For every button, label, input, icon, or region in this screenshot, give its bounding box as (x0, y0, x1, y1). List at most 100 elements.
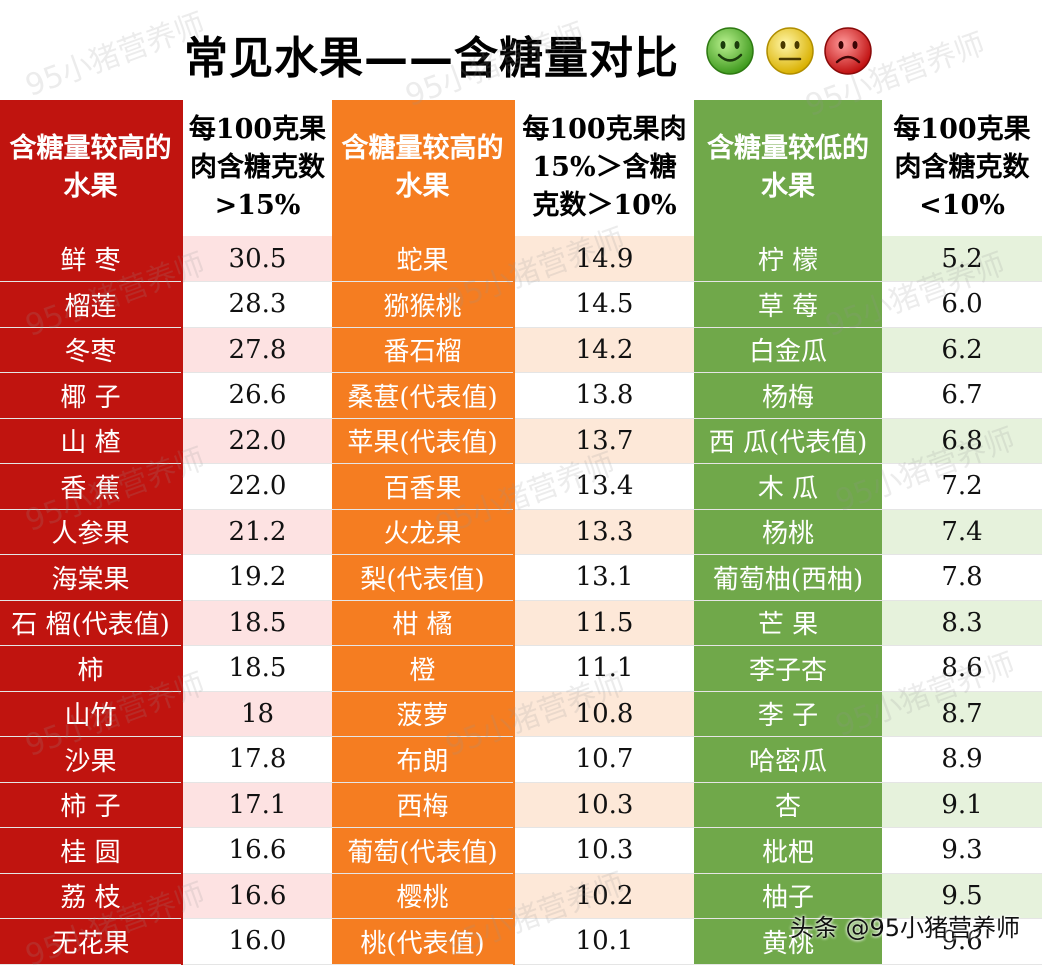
sugar-value-low: 6.7 (882, 372, 1042, 419)
sugar-value-high: 18.5 (181, 600, 332, 646)
fruit-name-mid: 蛇果 (332, 236, 514, 282)
sugar-value-low: 8.9 (882, 736, 1042, 783)
sugar-value-high: 26.6 (181, 372, 332, 419)
table-body: 鲜 枣 30.5 蛇果 14.9 柠 檬 5.2 榴莲 28.3 猕猴桃 14.5 草 莓 6.0 冬枣… (0, 236, 1042, 965)
table-row: 冬枣 27.8 番石榴 14.2 白金瓜 6.2 (0, 327, 1042, 373)
fruit-name-high: 海棠果 (0, 554, 182, 601)
fruit-name-low: 杨梅 (694, 372, 882, 419)
fruit-name-high: 冬枣 (0, 327, 182, 373)
sugar-value-high: 18 (181, 691, 332, 737)
fruit-name-high: 柿 子 (0, 782, 182, 828)
sugar-value-high: 27.8 (181, 327, 332, 373)
table-row: 石 榴(代表值) 18.5 柑 橘 11.5 芒 果 8.3 (0, 600, 1042, 646)
fruit-name-low: 白金瓜 (694, 327, 882, 373)
fruit-name-mid: 桑葚(代表值) (332, 372, 514, 419)
fruit-name-mid: 柑 橘 (332, 600, 514, 646)
fruit-name-high: 沙果 (0, 736, 182, 783)
table-row: 柿 子 17.1 西梅 10.3 杏 9.1 (0, 782, 1042, 828)
fruit-name-high: 无花果 (0, 918, 182, 965)
fruit-name-high: 榴莲 (0, 281, 182, 328)
table-row: 鲜 枣 30.5 蛇果 14.9 柠 檬 5.2 (0, 236, 1042, 282)
table-row: 荔 枝 16.6 樱桃 10.2 柚子 9.5 (0, 873, 1042, 919)
fruit-name-mid: 梨(代表值) (332, 554, 514, 601)
sugar-value-mid: 10.3 (513, 827, 694, 874)
header-mid-value: 每100克果肉15%＞含糖克数＞10% (513, 100, 694, 236)
sugar-value-low: 8.3 (882, 600, 1042, 646)
header-high-name: 含糖量较高的水果 (0, 100, 182, 236)
table-row: 香 蕉 22.0 百香果 13.4 木 瓜 7.2 (0, 463, 1042, 510)
table-row: 山 楂 22.0 苹果(代表值) 13.7 西 瓜(代表值) 6.8 (0, 418, 1042, 464)
fruit-name-mid: 樱桃 (332, 873, 514, 919)
sugar-value-low: 8.6 (882, 645, 1042, 692)
sugar-value-mid: 13.1 (513, 554, 694, 601)
fruit-name-high: 人参果 (0, 509, 182, 555)
sugar-value-high: 16.6 (181, 873, 332, 919)
fruit-name-high: 石 榴(代表值) (0, 600, 182, 646)
fruit-name-low: 杨桃 (694, 509, 882, 555)
smiley-sad-icon (823, 26, 873, 76)
table-row: 无花果 16.0 桃(代表值) 10.1 黄桃 9.6 (0, 918, 1042, 965)
footer-credit: 头条 @95小猪营养师 (789, 914, 1020, 942)
sugar-value-mid: 13.8 (513, 372, 694, 419)
header-high-value: 每100克果肉含糖克数>15% (181, 100, 332, 236)
sugar-value-low: 5.2 (882, 236, 1042, 282)
sugar-value-low: 6.2 (882, 327, 1042, 373)
fruit-name-mid: 橙 (332, 645, 514, 692)
fruit-name-high: 椰 子 (0, 372, 182, 419)
fruit-name-mid: 布朗 (332, 736, 514, 783)
sugar-value-high: 16.6 (181, 827, 332, 874)
table-row: 海棠果 19.2 梨(代表值) 13.1 葡萄柚(西柚) 7.8 (0, 554, 1042, 601)
table-row: 沙果 17.8 布朗 10.7 哈密瓜 8.9 (0, 736, 1042, 783)
fruit-name-high: 鲜 枣 (0, 236, 182, 282)
smiley-happy-icon (705, 26, 755, 76)
fruit-name-low: 枇杷 (694, 827, 882, 874)
fruit-name-high: 山 楂 (0, 418, 182, 464)
sugar-value-high: 28.3 (181, 281, 332, 328)
page-title: 常见水果——含糖量对比 (184, 33, 679, 84)
sugar-value-high: 21.2 (181, 509, 332, 555)
fruit-name-low: 葡萄柚(西柚) (694, 554, 882, 601)
fruit-name-mid: 西梅 (332, 782, 514, 828)
table-row: 人参果 21.2 火龙果 13.3 杨桃 7.4 (0, 509, 1042, 555)
sugar-value-mid: 11.5 (513, 600, 694, 646)
fruit-name-low: 杏 (694, 782, 882, 828)
fruit-name-high: 柿 (0, 645, 182, 692)
sugar-value-mid: 13.3 (513, 509, 694, 555)
smiley-neutral-icon (765, 26, 815, 76)
table-row: 桂 圆 16.6 葡萄(代表值) 10.3 枇杷 9.3 (0, 827, 1042, 874)
header-row: 含糖量较高的水果 每100克果肉含糖克数>15% 含糖量较高的水果 每100克果… (0, 100, 1042, 236)
sugar-value-mid: 13.7 (513, 418, 694, 464)
sugar-value-low: 9.3 (882, 827, 1042, 874)
sugar-value-low: 6.0 (882, 281, 1042, 328)
fruit-name-mid: 桃(代表值) (332, 918, 514, 965)
fruit-name-high: 山竹 (0, 691, 182, 737)
title-bar: 常见水果——含糖量对比 (0, 0, 1042, 100)
sugar-value-low: 7.2 (882, 463, 1042, 510)
sugar-value-low: 6.8 (882, 418, 1042, 464)
sugar-value-high: 19.2 (181, 554, 332, 601)
sugar-value-mid: 10.7 (513, 736, 694, 783)
fruit-name-mid: 葡萄(代表值) (332, 827, 514, 874)
fruit-name-low: 草 莓 (694, 281, 882, 328)
table-row: 山竹 18 菠萝 10.8 李 子 8.7 (0, 691, 1042, 737)
fruit-name-low: 李 子 (694, 691, 882, 737)
sugar-value-low: 9.5 (882, 873, 1042, 919)
sugar-value-high: 16.0 (181, 918, 332, 965)
fruit-name-high: 荔 枝 (0, 873, 182, 919)
fruit-name-mid: 火龙果 (332, 509, 514, 555)
fruit-name-high: 桂 圆 (0, 827, 182, 874)
sugar-value-low: 8.7 (882, 691, 1042, 737)
sugar-value-low: 7.8 (882, 554, 1042, 601)
sugar-value-high: 22.0 (181, 463, 332, 510)
sugar-value-mid: 13.4 (513, 463, 694, 510)
sugar-value-mid: 11.1 (513, 645, 694, 692)
header-low-value: 每100克果肉含糖克数<10% (882, 100, 1042, 236)
sugar-value-high: 22.0 (181, 418, 332, 464)
header-low-name: 含糖量较低的水果 (694, 100, 882, 236)
fruit-name-mid: 百香果 (332, 463, 514, 510)
sugar-value-high: 18.5 (181, 645, 332, 692)
fruit-name-low: 柠 檬 (694, 236, 882, 282)
fruit-name-low: 黄桃 (694, 918, 882, 965)
sugar-value-mid: 10.8 (513, 691, 694, 737)
sugar-value-low: 7.4 (882, 509, 1042, 555)
